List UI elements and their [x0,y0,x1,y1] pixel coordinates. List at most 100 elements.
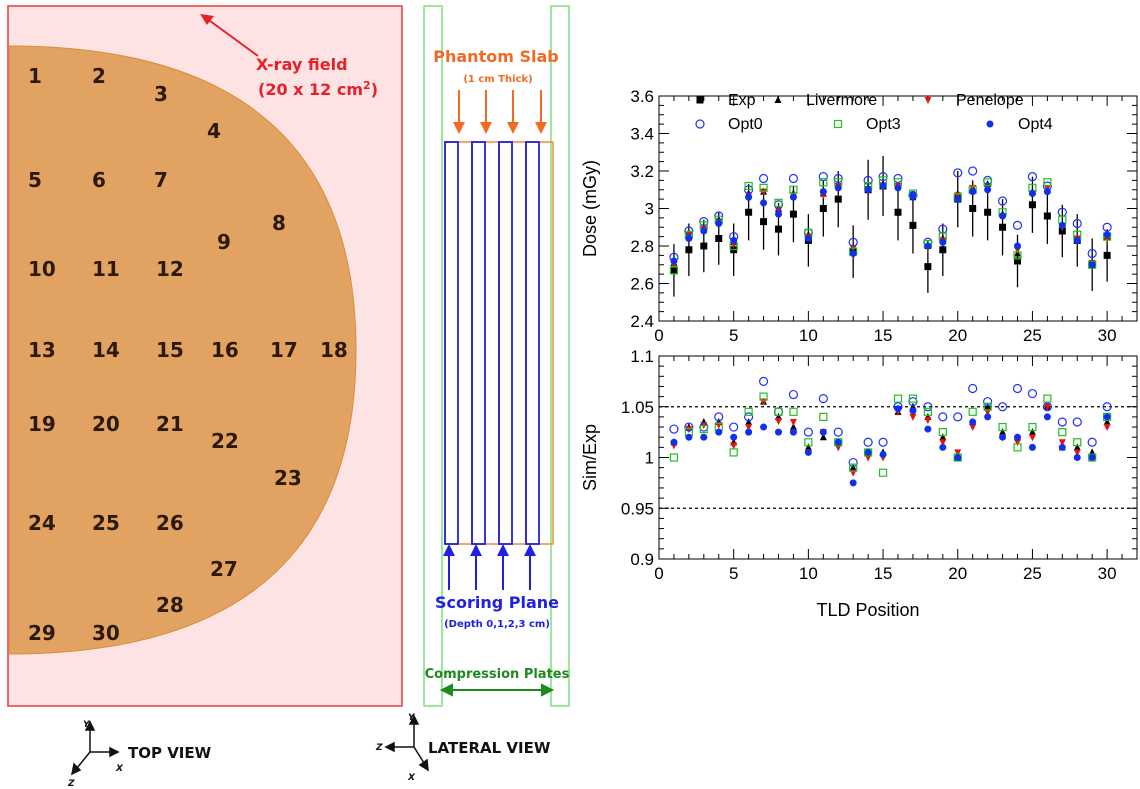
data-point [954,195,962,203]
chart-legend: Exp Livermore Penelope Opt0 Opt3 Opt4 [695,92,1053,133]
data-point [804,448,812,456]
scoring-plane-1 [444,141,459,545]
data-point [878,468,888,477]
xray-field-size-sup: 2 [363,79,371,92]
data-point [774,407,783,416]
data-point [774,198,783,207]
data-point [1103,231,1111,239]
scoring-arrowhead-1 [443,544,455,556]
top-axis-x: X [115,764,124,774]
data-point [744,407,753,416]
data-point [760,218,768,226]
data-point [1102,402,1112,412]
legend-label: Livermore [806,92,877,109]
y-tick-label: 3.6 [630,87,654,106]
scoring-arrowhead-3 [497,544,509,556]
data-point [715,235,723,242]
data-point [700,242,708,250]
data-point [924,242,932,250]
data-point [819,412,828,421]
phantom-slab-group [444,141,554,545]
data-point [1013,251,1022,260]
data-point [669,266,679,275]
data-point [834,438,842,446]
y-tick-label: 3.4 [630,125,654,144]
data-point [1058,221,1066,229]
tld-label-2: 2 [92,64,106,88]
data-point [833,427,843,437]
tld-label-12: 12 [156,257,184,281]
top-axis-y: Y [83,720,91,730]
data-point [1028,422,1037,432]
x-tick-label: 15 [874,564,893,583]
series-exp [670,156,1111,297]
data-point [1028,428,1036,436]
compression-plates-label: Compression Plates [425,667,570,682]
data-point [894,405,902,413]
data-point [1028,443,1036,451]
data-point [1043,394,1052,403]
data-point [759,392,768,401]
data-point [729,448,738,457]
tld-label-8: 8 [272,211,286,235]
data-point [834,195,842,203]
data-point [1012,220,1023,230]
data-point [1087,437,1097,447]
data-point [758,173,769,184]
tld-label-26: 26 [156,511,184,535]
data-point [685,235,693,242]
scoring-plane-sublabel: (Depth 0,1,2,3 cm) [444,619,550,630]
data-point [983,402,992,411]
data-point [745,193,753,201]
phantom-arrowhead-3 [507,122,519,134]
data-point [939,433,947,441]
compression-plate-right [550,5,570,707]
data-point [730,442,738,450]
data-point [1058,439,1066,447]
chart-panel-2: 0 5 10 15 20 25 30 0.9 0.95 1 1.05 1.1 Sim/Exp TLD Po… [580,347,1138,620]
data-point [1028,190,1036,197]
data-point [1058,428,1067,437]
plot-frame [658,355,1138,560]
data-point [969,188,977,196]
data-point [1014,242,1021,250]
data-point [715,220,723,227]
y-tick-label: 0.9 [630,550,654,569]
data-point [968,383,978,394]
y-tick-label: 0.95 [621,499,654,518]
tld-label-10: 10 [28,257,56,281]
lateral-axis-x: X [407,773,416,783]
x-tick-label: 20 [948,564,967,583]
data-point [789,418,797,426]
data-point [998,422,1007,432]
xray-field-label: X-ray field [256,55,348,74]
data-point [1088,454,1096,461]
data-point [669,453,679,462]
phantom-slab-sublabel: (1 cm Thick) [463,74,532,85]
data-point [1073,454,1081,461]
data-point [760,423,768,431]
y-tick-label: 3.2 [630,162,654,181]
data-point [939,246,947,254]
top-view-axes-icon [70,720,120,776]
data-point [908,394,918,403]
legend-marker [695,119,705,129]
data-point [789,193,797,201]
data-point [939,238,947,246]
data-point [775,417,782,425]
data-point [670,438,678,446]
top-axis-z: Z [67,779,75,789]
data-point [775,428,782,436]
compression-plate-left [423,5,443,707]
data-point [1027,172,1038,182]
x-tick-label: 15 [874,326,893,345]
data-point [878,437,888,447]
data-point [938,428,947,437]
lateral-view-axes-icon [384,714,429,772]
legend-label: Opt3 [866,116,901,133]
data-point [939,439,947,447]
data-point [744,412,754,422]
x-tick-label: 25 [1023,326,1042,345]
data-point [818,394,828,404]
tld-label-3: 3 [154,82,168,106]
